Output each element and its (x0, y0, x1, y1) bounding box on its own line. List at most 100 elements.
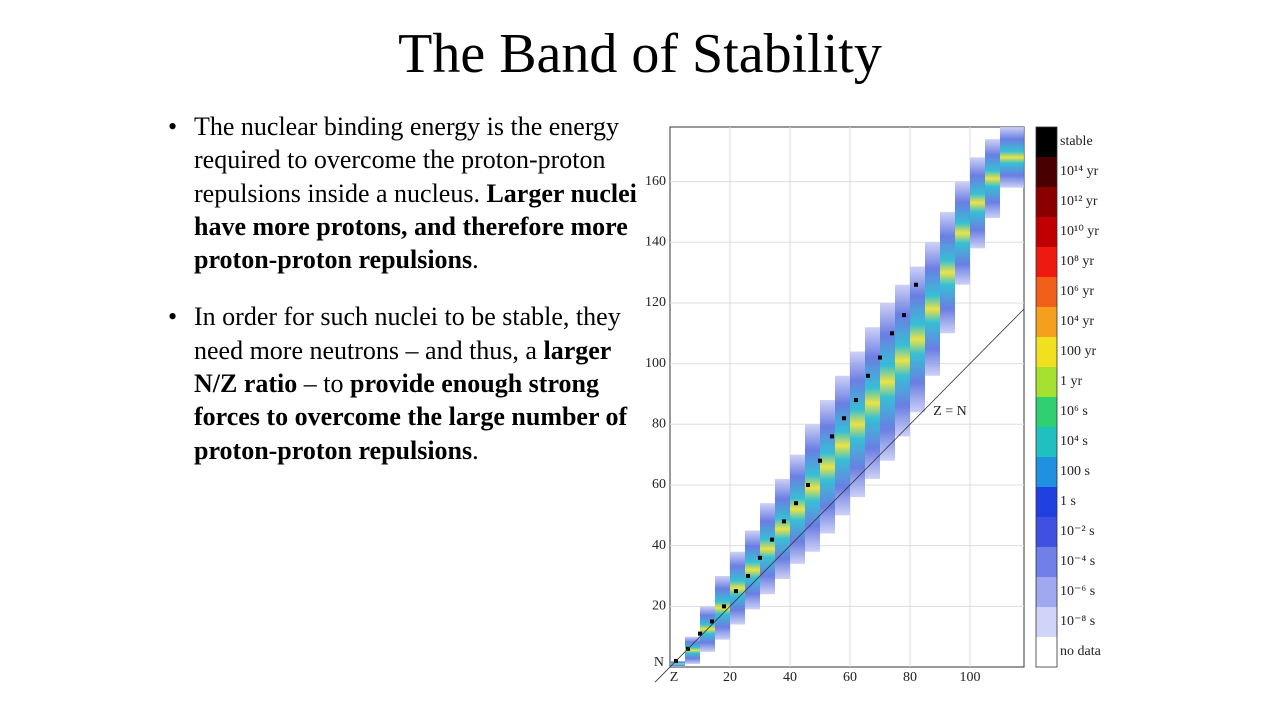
x-tick-label: 100 (960, 670, 981, 685)
text: . (472, 245, 479, 275)
x-tick-label: 40 (783, 670, 797, 685)
colorbar-segment (1036, 307, 1057, 338)
band-column (925, 242, 940, 376)
stable-nuclide (806, 482, 810, 487)
colorbar-label: 100 yr (1060, 344, 1097, 359)
colorbar-label: no data (1060, 644, 1102, 659)
band-column (850, 351, 865, 498)
bullet-list: The nuclear binding energy is the energy… (168, 110, 638, 491)
colorbar-label: 10¹⁰ yr (1060, 224, 1099, 239)
colorbar-segment (1036, 127, 1057, 158)
band-column (910, 266, 925, 413)
stable-nuclide (722, 604, 726, 609)
y-tick-label: 60 (652, 477, 666, 492)
colorbar-segment (1036, 637, 1057, 668)
stable-nuclide (878, 355, 882, 360)
x-tick-label: 20 (723, 670, 737, 685)
colorbar-label: 1 yr (1060, 374, 1083, 389)
band-column (790, 454, 805, 564)
band-column (985, 139, 1000, 219)
y-axis-label: N (654, 655, 664, 670)
band-column (970, 157, 985, 249)
colorbar-label: 100 s (1060, 464, 1090, 479)
colorbar-label: 10⁻² s (1060, 524, 1095, 539)
stable-nuclide (770, 537, 774, 542)
annotation: Z = N (933, 404, 967, 419)
colorbar-segment (1036, 277, 1057, 308)
colorbar-label: 10⁸ yr (1060, 254, 1094, 269)
band-column (775, 478, 790, 580)
colorbar-segment (1036, 337, 1057, 368)
stable-nuclide (830, 434, 834, 439)
colorbar-label: 10⁴ yr (1060, 314, 1094, 329)
bold-text: larger N/Z ratio (194, 335, 611, 399)
colorbar-label: 10⁶ s (1060, 404, 1088, 419)
text: . (472, 435, 479, 465)
colorbar-segment (1036, 217, 1057, 248)
y-tick-label: 120 (645, 295, 666, 310)
stable-nuclide (866, 373, 870, 378)
z-equals-n-line (654, 308, 1025, 683)
x-axis-label: Z (670, 670, 679, 685)
y-tick-label: 40 (652, 538, 666, 553)
band-column (685, 636, 700, 664)
band-column (760, 503, 775, 595)
band-column (835, 375, 850, 516)
text: In order for such nuclei to be stable, t… (194, 302, 621, 365)
colorbar-segment (1036, 397, 1057, 428)
colorbar-label: stable (1060, 134, 1093, 149)
band-column (670, 660, 685, 667)
text: – to (297, 369, 350, 399)
band-column (820, 400, 835, 534)
stable-nuclide (734, 589, 738, 594)
colorbar-label: 1 s (1060, 494, 1076, 509)
text: The nuclear binding energy is the energy… (194, 112, 620, 208)
colorbar-label: 10⁻⁴ s (1060, 554, 1095, 569)
bullet: The nuclear binding energy is the energy… (168, 110, 638, 276)
bold-text: provide enough strong forces to overcome… (194, 369, 628, 465)
colorbar-label: 10⁻⁶ s (1060, 584, 1095, 599)
stable-nuclide (758, 555, 762, 560)
band-column (940, 211, 955, 334)
colorbar-segment (1036, 157, 1057, 188)
colorbar-label: 10⁴ s (1060, 434, 1088, 449)
colorbar-label: 10¹⁴ yr (1060, 164, 1099, 179)
x-tick-label: 80 (903, 670, 917, 685)
colorbar-label: 10⁶ yr (1060, 284, 1094, 299)
colorbar-label: 10¹² yr (1060, 194, 1098, 209)
band-column (1000, 127, 1024, 188)
band-column (730, 551, 745, 625)
stable-nuclide (842, 416, 846, 421)
stable-nuclide (710, 619, 714, 624)
y-tick-label: 100 (645, 356, 666, 371)
stable-nuclide (782, 519, 786, 524)
y-tick-label: 160 (645, 174, 666, 189)
colorbar-segment (1036, 367, 1057, 398)
band-column (880, 302, 895, 461)
colorbar-segment (1036, 427, 1057, 458)
stable-nuclide (902, 313, 906, 318)
y-tick-label: 140 (645, 234, 666, 249)
y-tick-label: 80 (652, 417, 666, 432)
colorbar-frame (1035, 126, 1058, 668)
band-column (805, 424, 820, 552)
colorbar-segment (1036, 457, 1057, 488)
colorbar-segment (1036, 607, 1057, 638)
stable-nuclide (818, 458, 822, 463)
bullet: In order for such nuclei to be stable, t… (168, 300, 638, 466)
colorbar-segment (1036, 577, 1057, 608)
colorbar-segment (1036, 187, 1057, 218)
colorbar-segment (1036, 547, 1057, 578)
band-column (955, 181, 970, 285)
colorbar-segment (1036, 517, 1057, 548)
band-column (865, 327, 880, 479)
stable-nuclide (914, 282, 918, 287)
band-column (895, 284, 910, 437)
stable-nuclide (890, 331, 894, 336)
stable-nuclide (794, 501, 798, 506)
colorbar-label: 10⁻⁸ s (1060, 614, 1095, 629)
band-column (745, 530, 760, 610)
colorbar-segment (1036, 487, 1057, 518)
